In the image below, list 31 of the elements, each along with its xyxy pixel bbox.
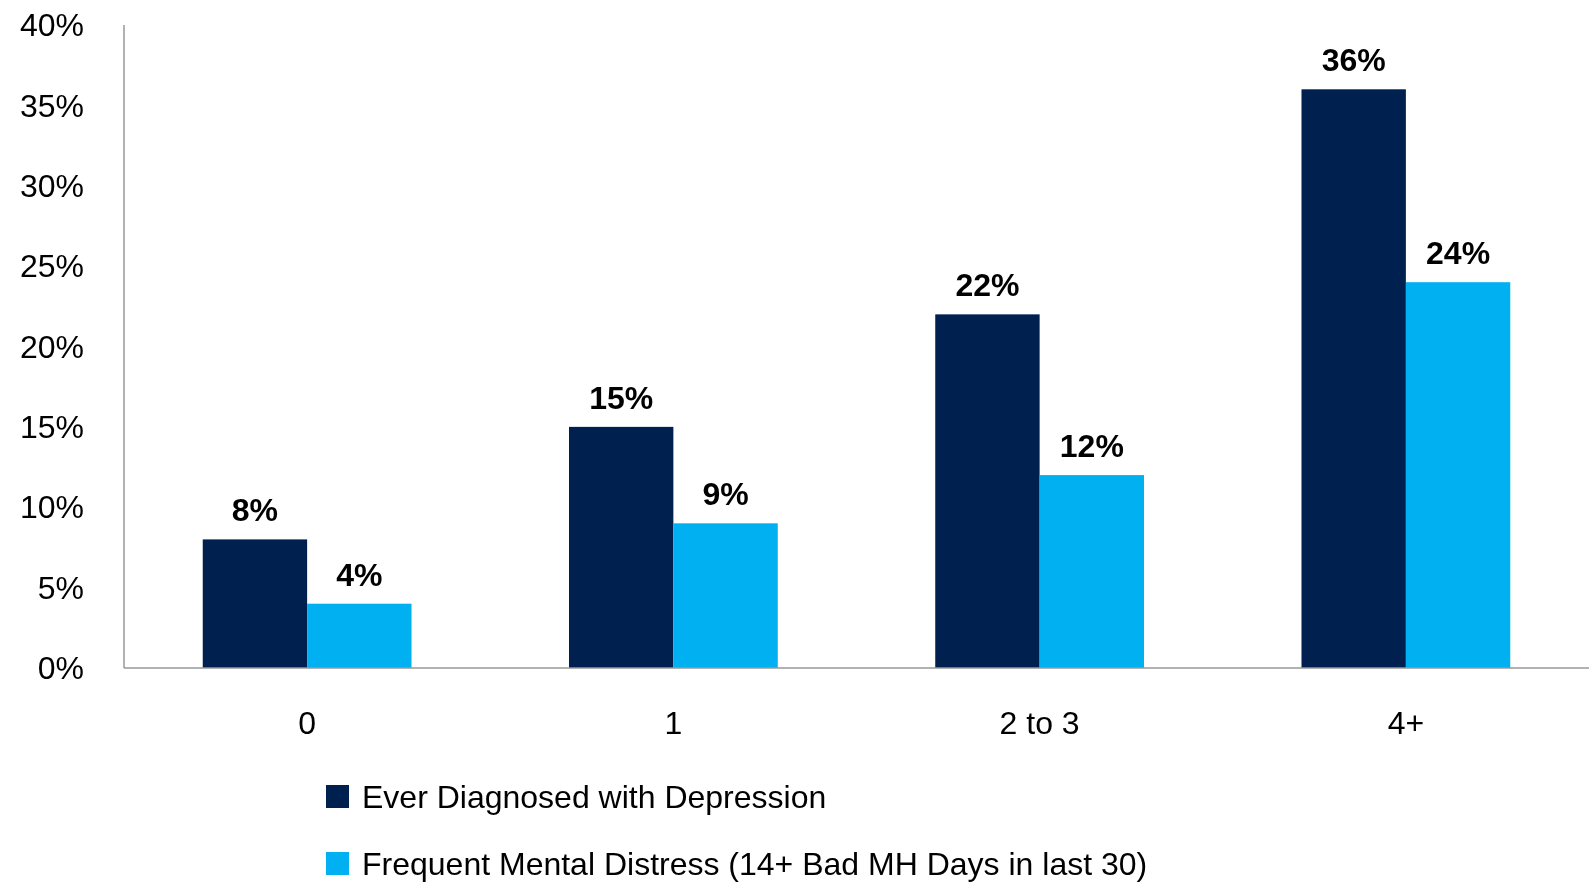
y-tick-label: 35% — [19, 87, 84, 124]
legend-label: Ever Diagnosed with Depression — [362, 779, 827, 816]
bar — [1301, 89, 1406, 668]
data-label: 4% — [336, 556, 383, 593]
y-tick-label: 5% — [37, 569, 84, 606]
y-tick-label: 25% — [19, 248, 84, 285]
bar — [1039, 475, 1145, 668]
data-label: 15% — [589, 379, 654, 416]
y-tick-label: 40% — [19, 7, 84, 44]
x-tick-label: 0 — [298, 705, 317, 742]
bar — [202, 539, 308, 668]
y-tick-label: 30% — [19, 167, 84, 204]
legend-label: Frequent Mental Distress (14+ Bad MH Days in last 30) — [362, 846, 1148, 883]
bar — [568, 426, 674, 668]
x-tick-label: 4+ — [1387, 705, 1425, 742]
bar — [1405, 282, 1511, 668]
data-label: 8% — [231, 492, 279, 529]
data-label: 9% — [702, 476, 749, 513]
data-label: 22% — [955, 267, 1020, 304]
data-label: 12% — [1059, 428, 1124, 465]
y-tick-label: 20% — [19, 328, 84, 365]
data-label: 36% — [1321, 42, 1386, 79]
bar — [935, 314, 1040, 668]
data-label: 24% — [1426, 235, 1491, 272]
y-tick-label: 15% — [19, 409, 84, 446]
bar — [673, 523, 778, 668]
y-tick-label: 0% — [37, 650, 84, 687]
y-tick-label: 10% — [19, 489, 84, 526]
x-tick-label: 1 — [664, 705, 683, 742]
bar — [307, 603, 412, 668]
x-tick-label: 2 to 3 — [999, 705, 1080, 742]
